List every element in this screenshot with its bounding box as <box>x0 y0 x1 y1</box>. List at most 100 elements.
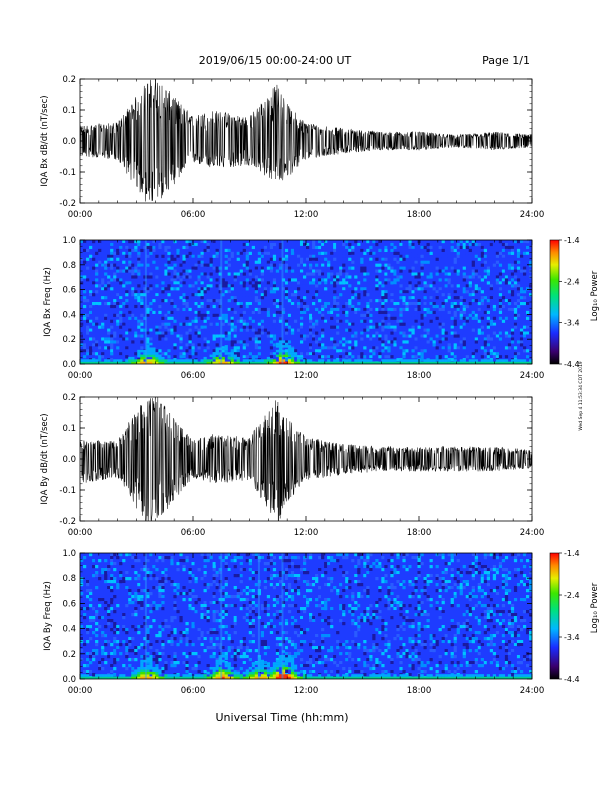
spec-cell <box>110 562 114 566</box>
colorbar-tick-label: -3.4 <box>564 319 580 328</box>
spec-cell <box>92 625 96 629</box>
spec-cell <box>80 613 84 617</box>
spec-cell <box>321 319 325 323</box>
spec-cell <box>116 340 120 344</box>
spec-cell <box>284 322 289 326</box>
spec-cell <box>107 331 111 335</box>
spec-cell <box>218 556 222 560</box>
spec-cell <box>257 316 261 320</box>
spec-cell <box>161 652 165 656</box>
spec-cell <box>384 290 388 294</box>
spec-cell <box>351 325 355 329</box>
spec-cell <box>299 316 304 320</box>
spec-cell <box>369 307 373 312</box>
spec-cell <box>128 556 132 560</box>
spec-cell <box>197 290 201 294</box>
spec-cell <box>182 595 186 599</box>
spec-cell <box>287 278 292 282</box>
spec-band-cell <box>131 361 135 364</box>
spec-band-cell <box>119 361 123 364</box>
spec-cell <box>137 589 141 593</box>
spec-cell <box>495 299 500 303</box>
spec-cell <box>396 278 400 282</box>
spec-cell <box>432 284 436 288</box>
spec-cell <box>387 272 391 276</box>
spec-cell <box>137 325 141 329</box>
spec-cell <box>513 355 518 359</box>
spec-cell <box>137 284 141 288</box>
spec-cell <box>296 275 301 279</box>
spec-cell <box>363 307 367 312</box>
spec-cell <box>116 313 120 317</box>
spec-cell <box>519 287 524 291</box>
spec-cell <box>507 307 512 312</box>
spec-cell <box>143 290 147 294</box>
spec-cell <box>522 260 527 264</box>
spec-cell <box>83 313 87 317</box>
spec-cell <box>194 610 198 614</box>
spec-cell <box>318 625 322 629</box>
spec-cell <box>456 349 460 353</box>
spec-cell <box>411 302 415 306</box>
spec-cell <box>278 257 283 261</box>
spec-band-cell <box>203 359 207 362</box>
spec-cell <box>128 251 132 255</box>
spec-cell <box>254 613 258 617</box>
spec-cell <box>212 655 216 659</box>
spec-cell <box>459 302 463 306</box>
spec-cell <box>278 637 283 641</box>
spec-cell <box>396 319 400 323</box>
spec-cell <box>101 652 105 656</box>
spec-cell <box>149 637 153 641</box>
spec-band-cell <box>164 361 168 364</box>
spec-cell <box>146 559 150 563</box>
spec-cell <box>194 310 198 315</box>
spec-cell <box>351 251 355 255</box>
spec-cell <box>354 343 358 347</box>
spec-cell <box>333 284 337 288</box>
spec-cell <box>507 242 512 247</box>
spec-cell <box>306 245 310 250</box>
spec-cell <box>260 640 265 644</box>
spec-cell <box>122 284 126 288</box>
spec-cell <box>438 278 442 282</box>
spec-cell <box>296 287 301 291</box>
spec-cell <box>414 263 418 267</box>
spec-cell <box>315 658 319 662</box>
spec-cell <box>173 281 177 285</box>
spec-cell <box>104 595 108 599</box>
spec-cell <box>486 355 491 359</box>
spec-cell <box>137 272 141 276</box>
spec-cell <box>110 589 114 593</box>
spec-cell <box>351 355 355 359</box>
spec-cell <box>89 307 93 312</box>
spec-cell <box>296 269 301 273</box>
spec-cell <box>239 328 243 332</box>
spec-cell <box>83 637 87 641</box>
spec-cell <box>197 661 201 665</box>
spec-cell <box>194 266 198 270</box>
spec-cell <box>137 556 141 560</box>
spec-cell <box>369 299 373 303</box>
spec-cell <box>272 598 277 602</box>
spec-cell <box>321 595 325 599</box>
spec-cell <box>480 299 484 303</box>
spec-cell <box>98 352 102 356</box>
spec-cell <box>486 310 491 315</box>
spec-cell <box>101 598 105 602</box>
spec-cell <box>194 316 198 320</box>
spec-cell <box>218 304 222 309</box>
spec-cell <box>453 343 457 347</box>
spec-cell <box>296 565 301 569</box>
spec-cell <box>312 260 316 264</box>
spec-cell <box>164 634 168 638</box>
spec-cell <box>501 340 506 344</box>
spec-cell <box>411 334 415 338</box>
spec-cell <box>432 248 436 253</box>
spec-cell <box>221 304 225 309</box>
spec-cell <box>188 328 192 332</box>
spec-cell <box>501 313 506 317</box>
spec-cell <box>125 245 129 250</box>
spec-cell <box>227 553 231 557</box>
spec-cell <box>510 284 515 288</box>
